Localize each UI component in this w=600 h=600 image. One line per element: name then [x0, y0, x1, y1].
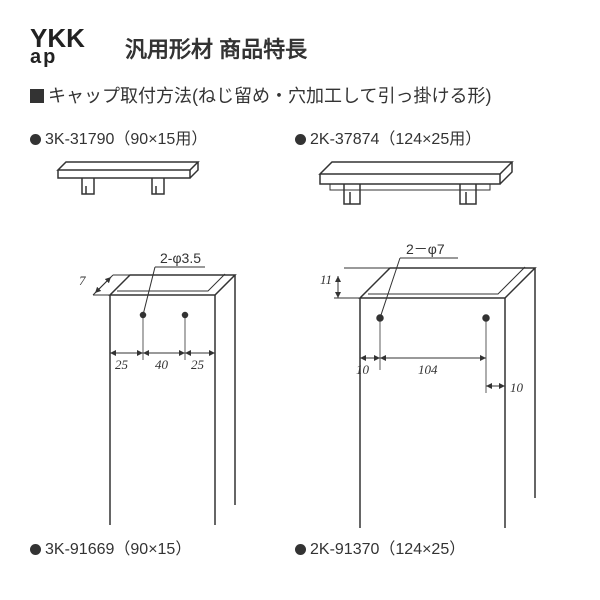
- square-bullet-icon: [30, 89, 44, 103]
- cap-drawing-left: [40, 150, 220, 210]
- bullet-icon: [295, 134, 306, 145]
- dim-104: 104: [418, 362, 438, 377]
- label-bottom-right: 2K-91370（124×25）: [295, 535, 465, 559]
- dim-40: 40: [155, 357, 169, 372]
- subtitle: キャップ取付方法(ねじ留め・穴加工して引っ掛ける形): [30, 82, 491, 108]
- label-top-left: 3K-31790（90×15用）: [30, 125, 207, 149]
- label-top-right: 2K-37874（124×25用）: [295, 125, 481, 149]
- bullet-icon: [295, 544, 306, 555]
- label-text: 2K-37874（124×25用）: [310, 131, 481, 148]
- hole-note-left: 2-φ3.5: [160, 250, 201, 266]
- brand-logo: YKK ap: [30, 28, 85, 65]
- post-drawing-right: 2－φ7 11 10 104 10: [290, 218, 570, 528]
- bullet-icon: [30, 544, 41, 555]
- label-text: 3K-91669（90×15）: [45, 541, 191, 558]
- dim-25a: 25: [115, 357, 129, 372]
- dim-10b: 10: [510, 380, 524, 395]
- subtitle-text: キャップ取付方法(ねじ留め・穴加工して引っ掛ける形): [48, 86, 491, 106]
- dim-top-left-7: 7: [79, 273, 86, 288]
- dim-11: 11: [320, 272, 332, 287]
- dim-10a: 10: [356, 362, 370, 377]
- post-drawing-left: 2-φ3.5 7 25 40 25: [35, 235, 255, 525]
- label-text: 2K-91370（124×25）: [310, 541, 465, 558]
- bullet-icon: [30, 134, 41, 145]
- cap-drawing-right: [300, 150, 540, 215]
- label-bottom-left: 3K-91669（90×15）: [30, 535, 191, 559]
- page-title: 汎用形材 商品特長: [125, 32, 307, 64]
- label-text: 3K-31790（90×15用）: [45, 131, 207, 148]
- hole-note-right: 2－φ7: [406, 241, 445, 257]
- dim-25b: 25: [191, 357, 205, 372]
